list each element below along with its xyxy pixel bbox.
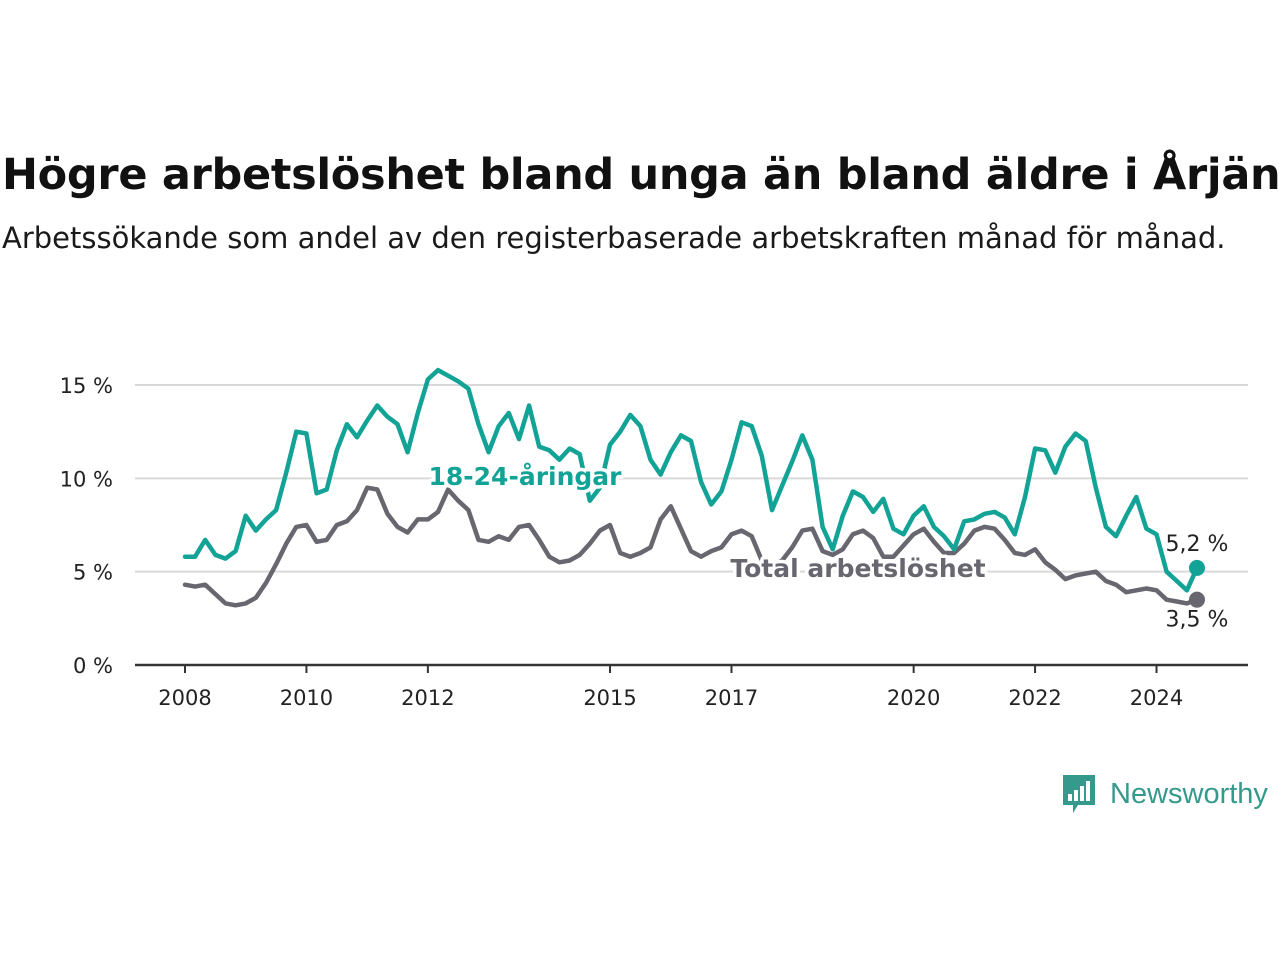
series-end-marker <box>1189 559 1205 576</box>
y-tick-label: 10 % <box>60 467 113 491</box>
series-name-label: 18-24-åringar <box>429 462 623 491</box>
x-tick-label: 2012 <box>401 686 454 710</box>
series-end-label: 3,5 % <box>1166 608 1229 633</box>
x-tick-label: 2017 <box>705 686 758 710</box>
series-line-total <box>182 485 1200 608</box>
y-tick-label: 15 % <box>60 374 113 398</box>
y-tick-label: 0 % <box>73 654 113 678</box>
x-tick-label: 2020 <box>887 686 940 710</box>
y-tick-label: 5 % <box>73 561 113 585</box>
series-end-marker <box>1189 591 1205 608</box>
series-line-young <box>182 367 1200 593</box>
chart-title: Högre arbetslöshet bland unga än bland ä… <box>2 150 1280 200</box>
x-tick-label: 2022 <box>1008 686 1061 710</box>
x-tick-label: 2008 <box>158 686 211 710</box>
x-tick-label: 2024 <box>1130 686 1183 710</box>
brand-logo[interactable]: Newsworthy <box>1060 772 1268 816</box>
brand-name: Newsworthy <box>1110 777 1268 810</box>
chart-subtitle: Arbetssökande som andel av den registerb… <box>2 221 1226 255</box>
x-tick-label: 2015 <box>583 686 636 710</box>
series-end-label: 5,2 % <box>1166 532 1229 557</box>
series-name-label: Total arbetslöshet <box>730 554 985 583</box>
x-tick-label: 2010 <box>280 686 333 710</box>
newsworthy-chart-logo-icon <box>1063 775 1095 813</box>
